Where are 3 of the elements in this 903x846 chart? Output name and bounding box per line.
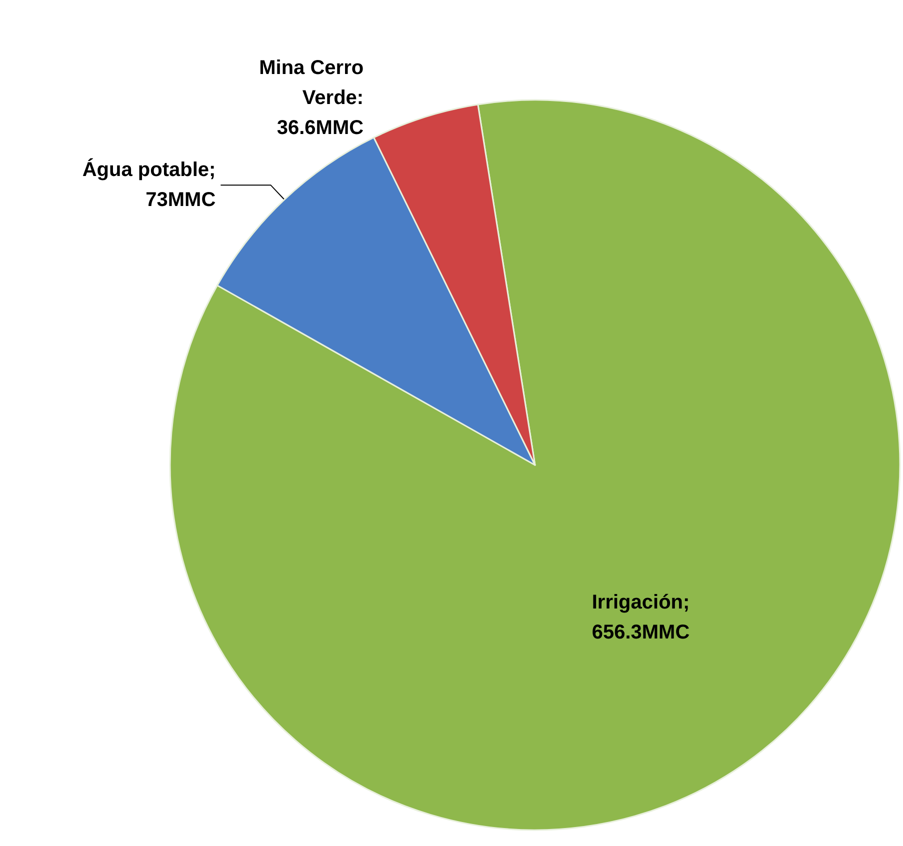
slice-label: Irrigación; 656.3MMC	[592, 591, 690, 644]
slice-label: Água potable; 73MMC	[82, 158, 216, 212]
slice-label: Mina Cerro Verde: 36.6MMC	[259, 57, 364, 140]
